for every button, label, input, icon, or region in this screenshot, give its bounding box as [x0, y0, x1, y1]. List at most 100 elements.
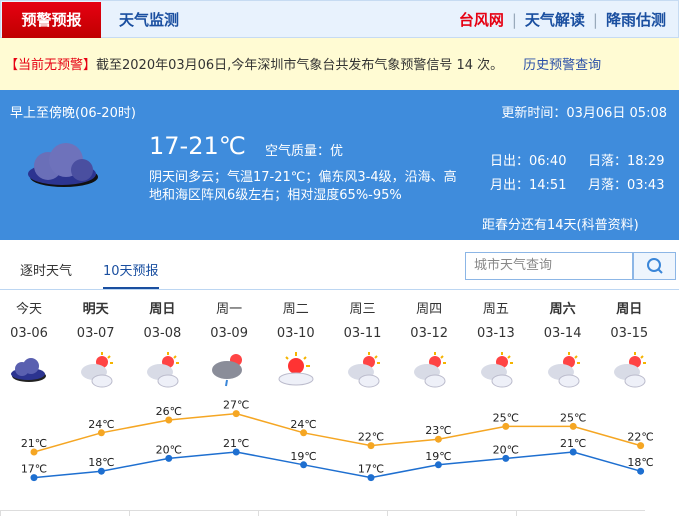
link-weather-analysis[interactable]: 天气解读: [524, 11, 585, 29]
day-date: 03-06: [10, 326, 48, 341]
day-weekday: 周二: [282, 302, 309, 317]
day-weather-icon: [596, 352, 662, 388]
day-date: 03-09: [210, 326, 248, 341]
link-typhoon[interactable]: 台风网: [458, 11, 504, 29]
tab-10day[interactable]: 10天预报: [103, 260, 159, 289]
link-rain-estimate[interactable]: 降雨估测: [605, 11, 666, 29]
alert-status: 【当前无预警】: [5, 58, 97, 73]
data-label: 18℃: [88, 456, 114, 469]
desc-line1: 阴天间多云；气温17-21℃；偏东风3-4级，沿海、高: [149, 170, 457, 185]
data-label: 25℃: [493, 411, 519, 424]
alert-bar: 【当前无预警】截至2020年03月06日,今年深圳市气象台共发布气象预警信号 1…: [0, 38, 679, 90]
tab-weather-monitor[interactable]: 天气监测: [119, 11, 180, 29]
cloudy-icon: [11, 358, 46, 382]
partly-cloudy-icon: [147, 352, 180, 388]
data-label: 21℃: [223, 437, 249, 450]
data-label: 24℃: [88, 418, 114, 431]
data-point: [502, 454, 510, 462]
day-weather-icon: [530, 352, 596, 388]
day-date: 03-10: [276, 326, 315, 341]
history-warning-link[interactable]: 历史预警查询: [523, 58, 602, 73]
update-time: 更新时间：03月06日 05:08: [501, 106, 667, 121]
day-date: 03-14: [543, 326, 582, 341]
data-point: [502, 422, 510, 430]
sunny-haze-icon: [278, 352, 314, 386]
day-weather-icon: [463, 352, 529, 388]
day-date: 03-15: [610, 326, 649, 341]
data-point: [97, 467, 105, 475]
bottom-cell: [129, 510, 258, 516]
sunset: 日落：18:29: [588, 154, 665, 169]
solar-term-link[interactable]: 距春分还有14天(科普资料): [482, 218, 639, 233]
data-label: 24℃: [290, 418, 316, 431]
data-label: 21℃: [560, 437, 586, 450]
partly-cloudy-icon: [80, 352, 113, 388]
day-weekday: 周三: [349, 302, 376, 317]
day-weather-icon: [0, 352, 62, 388]
day-weekday: 周四: [416, 302, 443, 317]
alert-text: 截至2020年03月06日,今年深圳市气象台共发布气象预警信号 14 次。: [96, 58, 504, 73]
data-point: [569, 422, 577, 430]
day-date: 03-13: [477, 326, 515, 341]
current-weather-panel: 早上至傍晚(06-20时) 更新时间：03月06日 05:08 17-21℃ 空…: [0, 90, 679, 240]
data-point: [367, 442, 375, 450]
data-point: [434, 435, 442, 443]
top-nav: 预警预报 天气监测 台风网 | 天气解读 | 降雨估测: [0, 0, 679, 38]
bottom-cell: [0, 510, 129, 516]
moonset: 月落：03:43: [588, 178, 665, 193]
day-weekday: 周一: [216, 302, 243, 317]
temp-range: 17-21℃: [149, 132, 246, 160]
day-weekday: 周五: [482, 302, 509, 317]
data-point: [30, 474, 38, 482]
data-label: 26℃: [156, 405, 182, 418]
data-point: [367, 474, 375, 482]
data-point: [300, 429, 308, 437]
search-icon: [647, 258, 663, 274]
day-weekday: 明天: [82, 302, 109, 317]
day-date: 03-07: [76, 326, 115, 341]
data-point: [97, 429, 105, 437]
data-point: [300, 461, 308, 469]
data-label: 19℃: [425, 450, 451, 463]
tab-hourly[interactable]: 逐时天气: [20, 264, 73, 279]
partly-cloudy-icon: [547, 352, 580, 388]
data-label: 20℃: [156, 443, 182, 456]
day-weekday: 周日: [616, 302, 643, 317]
data-point: [569, 448, 577, 456]
light-rain-icon: [212, 354, 243, 387]
data-label: 27℃: [223, 399, 249, 412]
data-label: 25℃: [560, 411, 586, 424]
period: 早上至傍晚(06-20时): [10, 106, 136, 121]
sunrise: 日出：06:40: [490, 154, 567, 169]
day-weather-icon: [263, 352, 329, 388]
bottom-cell: [387, 510, 516, 516]
series-line-0: [33, 412, 641, 453]
day-weather-icon: [63, 352, 129, 388]
data-label: 17℃: [21, 463, 47, 476]
search-button[interactable]: [633, 252, 676, 280]
cloudy-icon: [28, 143, 98, 187]
day-weekday: 今天: [15, 302, 42, 317]
day-date: 03-11: [343, 326, 382, 341]
day-date: 03-08: [143, 326, 182, 341]
day-weekday: 周六: [549, 302, 576, 317]
bottom-cell: [258, 510, 387, 516]
day-weather-icon: [330, 352, 396, 388]
temperature-chart: 21℃ 24℃ 26℃ 27℃ 24℃ 22℃ 23℃ 25℃ 25℃ 22℃ 17℃ 18℃ 20℃ 2…: [21, 399, 654, 482]
data-label: 17℃: [358, 463, 384, 476]
partly-cloudy-icon: [414, 352, 447, 388]
data-label: 21℃: [21, 437, 47, 450]
city-search-input[interactable]: 城市天气查询: [465, 252, 633, 280]
data-label: 22℃: [627, 431, 653, 444]
day-weather-icon: [396, 352, 462, 388]
partly-cloudy-icon: [614, 352, 647, 388]
data-point: [637, 467, 645, 475]
data-point: [165, 454, 173, 462]
data-point: [434, 461, 442, 469]
tab-warning-forecast[interactable]: 预警预报: [2, 2, 101, 38]
data-point: [637, 442, 645, 450]
data-point: [232, 448, 240, 456]
air-quality: 空气质量：优: [265, 144, 344, 159]
day-weekday: 周日: [149, 302, 176, 317]
day-weather-icon: [129, 352, 195, 388]
